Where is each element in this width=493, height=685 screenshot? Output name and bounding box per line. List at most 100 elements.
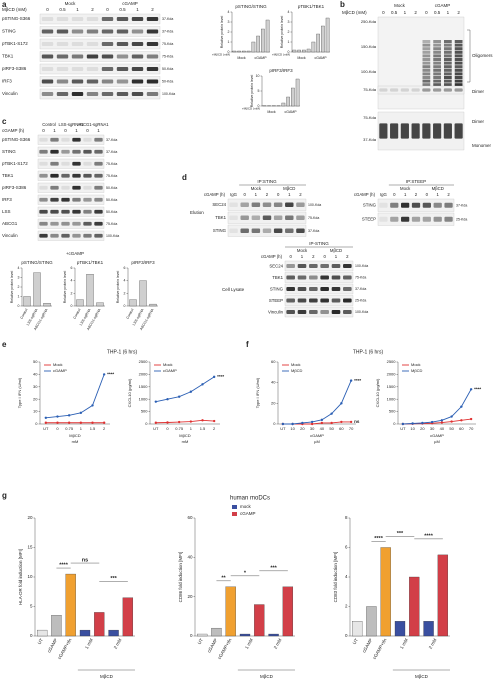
- y-tick-label: 40: [271, 380, 276, 385]
- blot-band: [320, 264, 329, 268]
- blot-band: [72, 197, 81, 202]
- bar: [225, 586, 236, 637]
- y-tick-label: 3: [18, 275, 20, 279]
- bar: [129, 299, 137, 307]
- blot-smear: [433, 79, 441, 83]
- group-label: MβCD: [100, 674, 114, 679]
- x-tick-label: Control: [126, 308, 135, 320]
- blot-band: [444, 216, 453, 222]
- panel-letter: a: [2, 0, 7, 9]
- series-line: [402, 389, 472, 425]
- blot: [284, 260, 354, 272]
- blot-band: [131, 92, 144, 96]
- blot-band: [297, 287, 307, 291]
- y-tick-label: 0: [145, 421, 148, 426]
- point: [460, 405, 463, 408]
- blot-band: [39, 149, 48, 154]
- bar: [366, 606, 377, 637]
- x-tick-label: 20: [420, 426, 425, 431]
- panel-letter: d: [182, 173, 187, 182]
- point: [56, 415, 59, 418]
- bar: [51, 615, 62, 637]
- band-label: STING: [270, 286, 284, 291]
- blot-band: [101, 42, 114, 46]
- y-tick-label: 2: [18, 285, 20, 289]
- lane-label: 1: [437, 192, 440, 197]
- blot-band: [61, 137, 70, 142]
- blot-band: [61, 209, 70, 214]
- blot-band: [50, 209, 59, 214]
- group-label: cGAMP: [254, 56, 267, 60]
- axis-label: mM: [182, 439, 189, 444]
- blot: [284, 283, 354, 295]
- blot-band: [262, 215, 272, 221]
- blot-band: [94, 137, 103, 142]
- x-tick-label: 50: [449, 426, 454, 431]
- blot-band: [61, 161, 70, 166]
- blot-band: [86, 42, 99, 46]
- blot-band: [229, 202, 238, 208]
- point: [56, 421, 59, 424]
- blot-band: [39, 137, 48, 142]
- bar: [265, 19, 270, 53]
- panel-title: THP-1 (6 hrs): [107, 349, 138, 355]
- y-tick-label: 10: [33, 409, 38, 414]
- axis-label: MβCD: [179, 433, 191, 438]
- group-label: MβCD: [432, 186, 444, 191]
- point: [469, 388, 473, 391]
- lane-label: 2: [266, 192, 269, 197]
- blot-band: [320, 298, 329, 303]
- y-tick-label: 60: [187, 515, 193, 520]
- label: cGAMP (h): [2, 128, 25, 133]
- blot-band: [411, 123, 420, 139]
- lane-label: 0: [244, 192, 247, 197]
- blot-band: [116, 42, 129, 46]
- point: [330, 412, 333, 415]
- band-label: STEEP: [269, 298, 283, 303]
- blot-smear: [422, 65, 431, 69]
- y-tick-label: 20: [33, 396, 38, 401]
- blot-band: [94, 161, 103, 166]
- x-tick-label: 1 mM: [244, 637, 254, 649]
- legend-label: cGAMP: [53, 368, 67, 373]
- blot-band: [83, 149, 92, 154]
- x-tick-label: 20: [300, 426, 305, 431]
- axis-label: CD83 fold induction [MFI]: [333, 552, 338, 603]
- significance: ***: [397, 531, 404, 537]
- bar: [321, 25, 325, 53]
- axis-label: Relative protein level: [250, 75, 254, 108]
- marker-label: 75-Kda: [106, 162, 117, 166]
- significance: *: [244, 570, 247, 576]
- marker-label: 37-Kda: [106, 150, 117, 154]
- bar: [256, 35, 260, 53]
- blot-band: [390, 123, 399, 139]
- blot-band: [50, 149, 59, 154]
- lane-label: 1: [301, 254, 304, 259]
- blot-band: [286, 310, 295, 314]
- blot-smear: [454, 83, 463, 87]
- chart-title: pSTING/STING: [235, 4, 267, 9]
- blot-band: [56, 29, 69, 34]
- blot-band: [331, 275, 341, 280]
- blot-band: [379, 123, 388, 139]
- band-label: pSTING-S366: [2, 16, 31, 21]
- point: [281, 422, 285, 426]
- blot-band: [262, 228, 272, 234]
- blot-band: [50, 161, 59, 166]
- lane-label: IgG: [230, 192, 238, 197]
- blot-band: [56, 42, 69, 46]
- blot-band: [273, 228, 283, 234]
- lane-label: 2: [414, 10, 417, 15]
- blot: [39, 88, 161, 100]
- x-tick-label: 30: [430, 426, 435, 431]
- label: MβCD (mM): [2, 7, 27, 12]
- blot-band: [331, 287, 341, 291]
- marker-label: 100-Kda: [162, 92, 175, 96]
- axis-label: MβCD: [69, 433, 81, 438]
- blot-band: [296, 202, 305, 208]
- marker-label: 37-Kda: [308, 229, 319, 233]
- y-tick-label: 10: [27, 574, 33, 579]
- blot-band: [297, 298, 307, 303]
- lane-label: IgG: [380, 192, 388, 197]
- axis-label: Relative protein level: [220, 16, 224, 49]
